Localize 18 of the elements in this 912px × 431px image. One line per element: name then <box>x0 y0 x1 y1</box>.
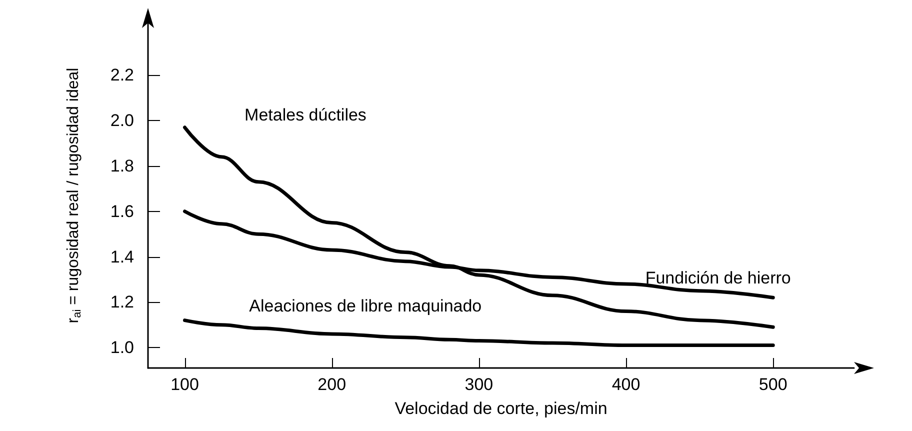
x-tick-label: 100 <box>170 375 199 394</box>
x-tick-label: 300 <box>464 375 494 394</box>
y-axis-title: rai = rugosidad real / rugosidad ideal <box>65 68 84 324</box>
y-tick-label: 1.2 <box>110 292 134 312</box>
y-tick-label: 1.8 <box>110 156 134 176</box>
y-tick-label: 1.4 <box>110 247 134 266</box>
y-tick-label: 1.0 <box>110 338 134 358</box>
y-tick-label: 2.2 <box>110 66 134 85</box>
text: Metales dúctiles <box>244 105 366 124</box>
x-tick-label: 400 <box>612 375 640 394</box>
y-tick-label: 2.0 <box>110 111 134 130</box>
series-label: Aleaciones de libre maquinado <box>249 296 482 316</box>
x-tick-label: 200 <box>318 375 346 394</box>
x-axis-title: Velocidad de corte, pies/min <box>394 399 608 418</box>
series-label: Fundición de hierro <box>645 268 791 288</box>
y-tick-label: 1.6 <box>110 202 134 221</box>
x-tick-label: 500 <box>758 375 788 394</box>
line-series <box>183 318 775 348</box>
